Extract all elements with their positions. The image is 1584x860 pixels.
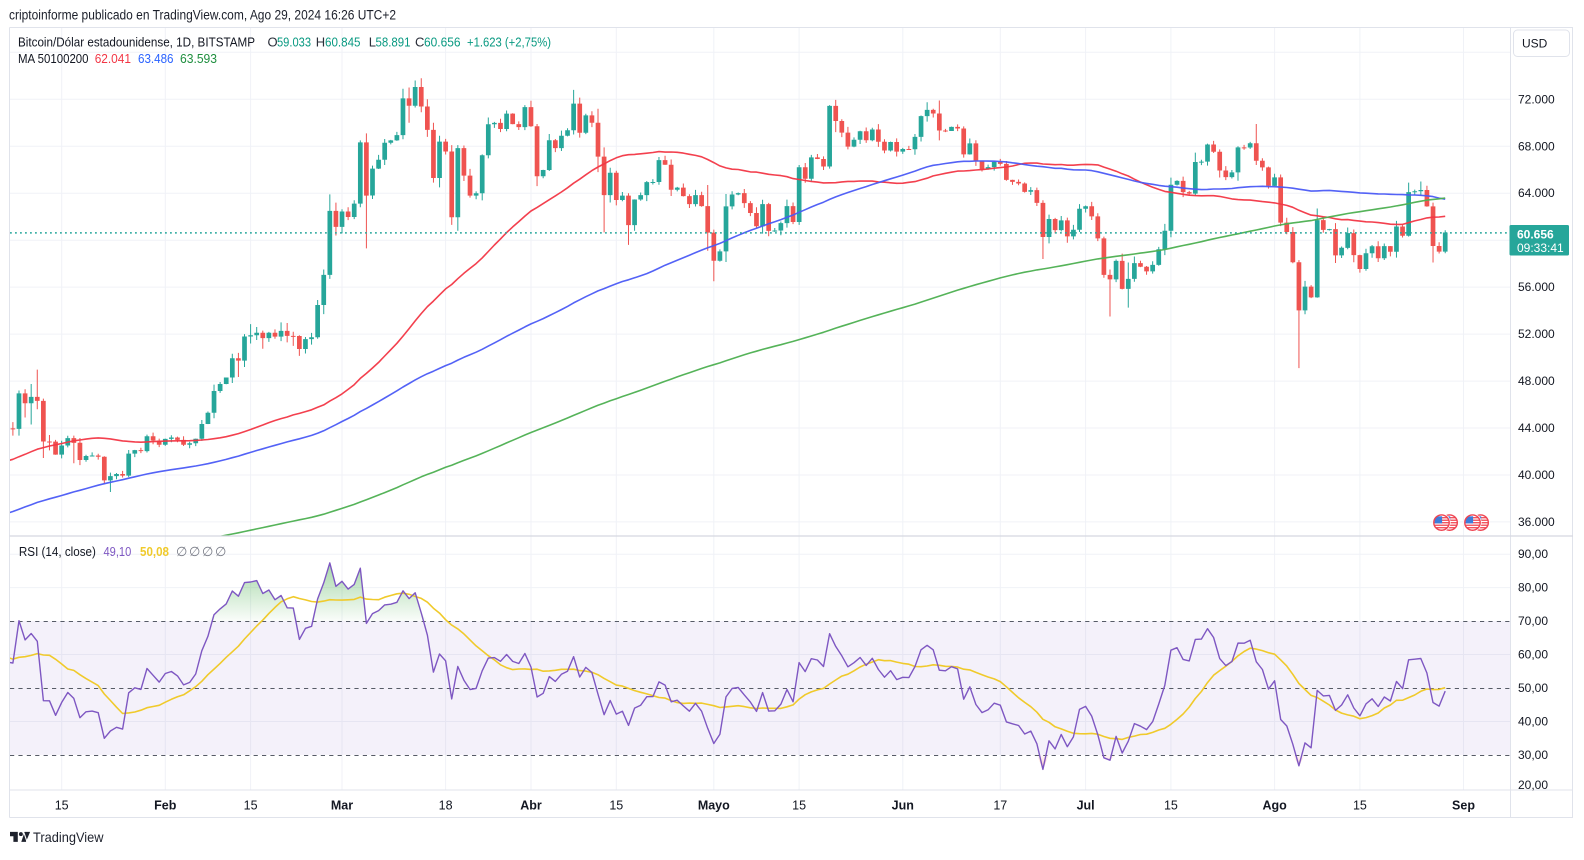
svg-text:∅: ∅ [215,544,226,559]
svg-text:H: H [316,35,325,50]
svg-text:Bitcoin/Dólar estadounidense,: Bitcoin/Dólar estadounidense, 1D, BITSTA… [18,35,255,50]
svg-text:∅: ∅ [189,544,200,559]
svg-text:72.000: 72.000 [1518,92,1555,106]
svg-text:+1.623 (+2,75%): +1.623 (+2,75%) [467,35,551,50]
svg-text:15: 15 [1164,799,1178,813]
svg-text:60.656: 60.656 [1517,227,1554,241]
svg-text:15: 15 [792,799,806,813]
svg-text:59.033: 59.033 [277,35,311,50]
svg-text:50,08: 50,08 [140,544,169,559]
svg-text:60.845: 60.845 [325,35,361,50]
svg-text:15: 15 [55,799,69,813]
svg-text:90,00: 90,00 [1518,547,1548,561]
svg-text:Jun: Jun [892,799,914,813]
svg-text:USD: USD [1522,37,1548,51]
svg-text:44.000: 44.000 [1518,421,1555,435]
svg-text:Sep: Sep [1452,799,1475,813]
svg-text:40.000: 40.000 [1518,468,1555,482]
svg-text:20,00: 20,00 [1518,778,1548,792]
svg-text:Feb: Feb [154,799,177,813]
svg-text:80,00: 80,00 [1518,581,1548,595]
svg-text:criptoinforme publicado en Tra: criptoinforme publicado en TradingView.c… [9,8,396,23]
svg-text:60,00: 60,00 [1518,648,1548,662]
svg-text:62.041: 62.041 [95,51,131,66]
svg-text:Abr: Abr [520,799,542,813]
svg-text:36.000: 36.000 [1518,515,1555,529]
svg-text:15: 15 [244,799,258,813]
svg-text:C: C [415,35,424,50]
svg-text:64.000: 64.000 [1518,186,1555,200]
svg-text:15: 15 [1353,799,1367,813]
svg-text:58.891: 58.891 [376,35,411,50]
svg-text:49,10: 49,10 [104,544,132,559]
svg-text:RSI (14, close): RSI (14, close) [19,544,96,559]
svg-text:TradingView: TradingView [33,830,104,845]
svg-text:70,00: 70,00 [1518,614,1548,628]
svg-text:60.656: 60.656 [424,35,461,50]
svg-text:63.486: 63.486 [138,51,174,66]
svg-text:52.000: 52.000 [1518,327,1555,341]
svg-text:Ago: Ago [1262,799,1287,813]
svg-text:63.593: 63.593 [180,51,217,66]
svg-text:L: L [369,35,376,50]
svg-text:Mayo: Mayo [698,799,730,813]
svg-text:15: 15 [609,799,623,813]
svg-text:O: O [268,35,278,50]
svg-text:17: 17 [993,799,1007,813]
svg-text:48.000: 48.000 [1518,374,1555,388]
svg-text:∅: ∅ [176,544,187,559]
svg-text:50,00: 50,00 [1518,681,1548,695]
svg-text:09:33:41: 09:33:41 [1517,241,1564,255]
svg-text:∅: ∅ [202,544,213,559]
svg-text:40,00: 40,00 [1518,715,1548,729]
svg-text:30,00: 30,00 [1518,748,1548,762]
svg-text:MA 50100200: MA 50100200 [18,51,89,66]
svg-text:18: 18 [439,799,453,813]
svg-text:Jul: Jul [1077,799,1095,813]
svg-text:56.000: 56.000 [1518,280,1555,294]
svg-text:68.000: 68.000 [1518,139,1555,153]
svg-text:Mar: Mar [331,799,353,813]
